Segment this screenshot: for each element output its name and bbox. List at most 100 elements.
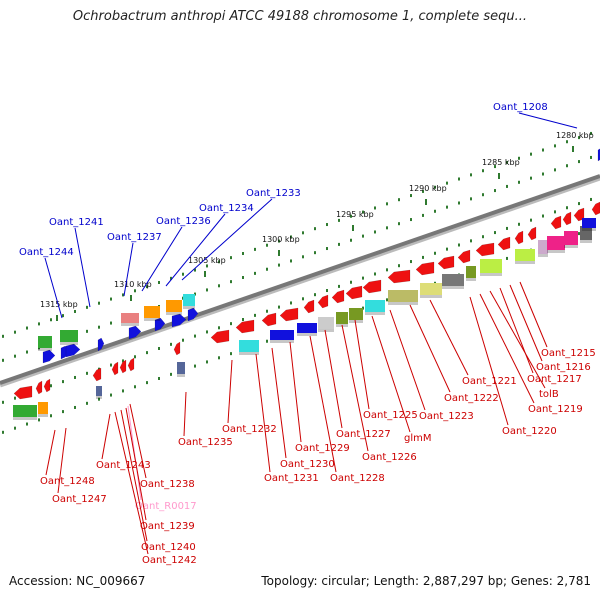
feature-block — [538, 240, 548, 254]
outer-scale-dot — [494, 165, 496, 169]
reverse-gene-arrow — [573, 207, 585, 222]
reverse-gene-label: Oant_1242 — [142, 555, 197, 566]
reverse-gene-label: Oant_1235 — [178, 437, 233, 448]
reverse-track-dot — [590, 197, 592, 201]
forward-gene-leader — [123, 242, 134, 297]
feature-block — [480, 259, 502, 273]
forward-gene-arrow — [187, 307, 199, 322]
forward-track-dot — [542, 172, 544, 176]
scale-tick-label: 1300 kbp — [262, 235, 300, 244]
inner-scale-dot — [230, 352, 232, 356]
outer-scale-dot — [374, 206, 376, 210]
feature-block — [318, 317, 334, 329]
reverse-gene-label: Oant_1220 — [502, 426, 557, 437]
reverse-gene-arrow — [119, 359, 127, 374]
reverse-track-dot — [86, 371, 88, 375]
feature-block — [38, 336, 52, 348]
outer-scale-dot — [38, 322, 40, 326]
forward-track-dot — [362, 234, 364, 238]
inner-scale-dot — [38, 418, 40, 422]
reverse-gene-label: Oant_1223 — [419, 411, 474, 422]
reverse-gene-label: Oant_1217 — [527, 374, 582, 385]
reverse-gene-arrow — [387, 269, 411, 284]
reverse-gene-leader — [341, 324, 369, 452]
forward-track-dot — [110, 321, 112, 325]
reverse-track-dot — [434, 251, 436, 255]
reverse-track-dot — [302, 297, 304, 301]
feature-block-shade — [388, 302, 418, 305]
inner-scale-dot — [206, 360, 208, 364]
forward-track-dot — [14, 354, 16, 358]
feature-block-shade — [38, 348, 52, 351]
forward-gene-label: Oant_1241 — [49, 217, 104, 228]
feature-block-shade — [318, 329, 334, 332]
reverse-track-dot — [50, 384, 52, 388]
outer-scale-dot — [470, 173, 472, 177]
reverse-track-dot — [74, 375, 76, 379]
feature-block-shade — [582, 228, 596, 231]
outer-scale-dot — [230, 256, 232, 260]
outer-scale-dot — [422, 189, 424, 193]
reverse-gene-label: Oant_1243 — [96, 460, 151, 471]
reverse-gene-leader — [271, 347, 287, 459]
reverse-track-dot — [230, 322, 232, 326]
scale-tick-mark — [352, 225, 354, 231]
feature-block — [239, 340, 259, 352]
feature-block-shade — [466, 278, 476, 281]
outer-scale-dot — [74, 309, 76, 313]
scale-tick-label: 1285 kbp — [482, 158, 520, 167]
feature-block-shade — [183, 306, 195, 309]
feature-block-shade — [38, 414, 48, 417]
reverse-gene-arrow — [13, 385, 33, 400]
reverse-gene-arrow — [173, 341, 181, 356]
reverse-gene-leader — [114, 411, 149, 555]
reverse-track-dot — [110, 363, 112, 367]
genome-summary-text: Topology: circular; Length: 2,887,297 bp… — [261, 574, 591, 588]
forward-track-dot — [218, 284, 220, 288]
reverse-track-dot — [566, 206, 568, 210]
forward-track-dot — [518, 180, 520, 184]
feature-block — [96, 386, 102, 396]
scale-tick-mark — [425, 199, 427, 205]
feature-block — [60, 330, 78, 342]
forward-gene-label: Oant_1234 — [199, 203, 254, 214]
reverse-track-dot — [314, 293, 316, 297]
reverse-gene-leader — [309, 335, 337, 473]
outer-scale-dot — [242, 252, 244, 256]
reverse-gene-label: glmM — [404, 433, 432, 444]
outer-scale-dot — [26, 326, 28, 330]
feature-block-shade — [239, 352, 259, 355]
outer-scale-dot — [62, 314, 64, 318]
outer-scale-dot — [146, 285, 148, 289]
rna-gene-label: Oant_R0017 — [135, 501, 197, 512]
forward-track-dot — [398, 222, 400, 226]
scale-tick-label: 1305 kbp — [188, 256, 226, 265]
reverse-track-dot — [410, 260, 412, 264]
feature-block — [466, 266, 476, 278]
forward-gene-arrow — [171, 313, 187, 328]
forward-track-dot — [278, 263, 280, 267]
reverse-track-dot — [446, 247, 448, 251]
reverse-track-dot — [206, 330, 208, 334]
feature-block — [420, 283, 442, 295]
forward-gene-label: Oant_1236 — [156, 216, 211, 227]
inner-scale-dot — [506, 256, 508, 260]
outer-scale-dot — [506, 160, 508, 164]
reverse-gene-label: Oant_1228 — [330, 473, 385, 484]
reverse-track-dot — [134, 355, 136, 359]
forward-track-dot — [530, 176, 532, 180]
feature-block — [349, 308, 363, 320]
feature-block — [183, 294, 195, 306]
reverse-track-dot — [518, 222, 520, 226]
reverse-gene-label: Oant_1247 — [52, 494, 107, 505]
track-layer — [0, 131, 600, 434]
reverse-gene-label: Oant_1239 — [140, 521, 195, 532]
reverse-gene-arrow — [317, 294, 329, 309]
reverse-gene-leader — [371, 315, 411, 433]
reverse-gene-arrow — [345, 285, 363, 300]
forward-gene-leader — [518, 112, 578, 129]
reverse-gene-label: Oant_1226 — [362, 452, 417, 463]
reverse-gene-leader — [509, 284, 543, 362]
forward-track-dot — [482, 193, 484, 197]
reverse-gene-arrow — [43, 378, 51, 393]
